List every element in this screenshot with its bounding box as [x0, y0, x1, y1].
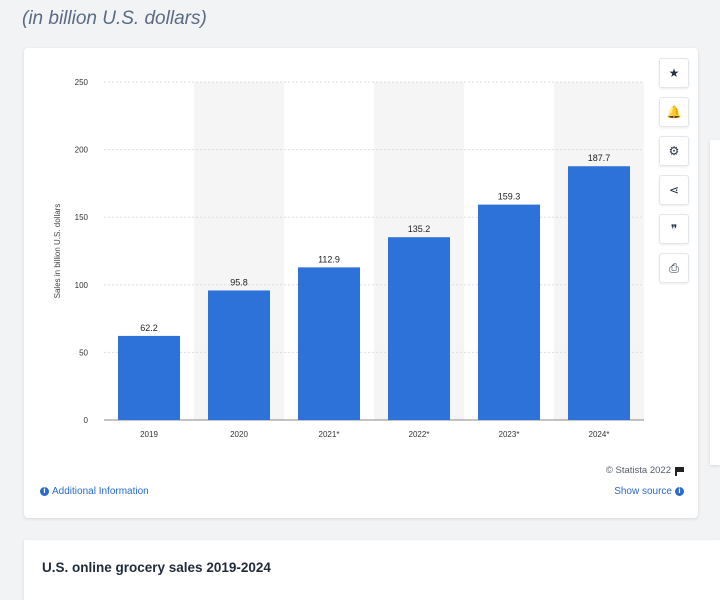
- favorite-button[interactable]: ★: [659, 58, 689, 88]
- y-tick-label: 100: [75, 281, 89, 290]
- bar-chart: 0 50 100 150 200 250 Sales in billion U.S. dol…: [53, 78, 644, 439]
- additional-info-label: Additional Information: [52, 486, 149, 497]
- bar: [568, 166, 630, 420]
- gear-button[interactable]: ⚙: [659, 136, 689, 166]
- bell-icon: 🔔: [666, 105, 682, 119]
- bar: [478, 204, 540, 420]
- chart-card: 0 50 100 150 200 250 Sales in billion U.S. dol…: [24, 48, 698, 518]
- quote-icon: ❞: [670, 222, 678, 236]
- data-label: 159.3: [498, 192, 521, 202]
- print-button[interactable]: ⎙: [659, 253, 689, 283]
- quote-button[interactable]: ❞: [659, 214, 689, 244]
- info-icon: i: [675, 487, 684, 496]
- data-label: 62.2: [140, 323, 158, 333]
- statista-credit: © Statista 2022: [606, 465, 684, 476]
- show-source-link[interactable]: Show source i: [614, 486, 684, 497]
- x-tick-label: 2023*: [499, 430, 520, 439]
- chart-subtitle: (in billion U.S. dollars): [22, 8, 207, 29]
- y-tick-label: 50: [79, 348, 88, 357]
- related-card[interactable]: U.S. online grocery sales 2019-2024: [24, 540, 720, 600]
- side-panel-edge: [710, 140, 720, 465]
- bell-button[interactable]: 🔔: [659, 97, 689, 127]
- print-icon: ⎙: [669, 260, 679, 275]
- x-tick-label: 2019: [140, 430, 158, 439]
- x-tick-label: 2021*: [319, 430, 340, 439]
- data-label: 135.2: [408, 224, 431, 234]
- y-axis-label: Sales in billion U.S. dollars: [53, 204, 62, 299]
- share-icon: ⋖: [668, 183, 680, 197]
- bar: [388, 237, 450, 420]
- data-label: 112.9: [318, 254, 340, 264]
- y-tick-label: 200: [75, 146, 89, 155]
- bar: [298, 267, 360, 420]
- related-title: U.S. online grocery sales 2019-2024: [42, 560, 271, 575]
- gear-icon: ⚙: [668, 144, 680, 158]
- data-label: 95.8: [230, 277, 248, 287]
- data-label: 187.7: [588, 153, 611, 163]
- bar: [118, 335, 180, 420]
- y-tick-label: 0: [84, 416, 89, 425]
- credit-text: © Statista 2022: [605, 465, 671, 476]
- y-tick-label: 150: [75, 213, 89, 222]
- x-tick-label: 2020: [230, 430, 248, 439]
- x-tick-label: 2024*: [589, 430, 610, 439]
- info-icon: i: [40, 487, 49, 496]
- show-source-label: Show source: [614, 486, 672, 497]
- y-tick-label: 250: [75, 78, 89, 87]
- additional-info-link[interactable]: i Additional Information: [40, 486, 149, 497]
- flag-icon: [675, 466, 684, 476]
- favorite-icon: ★: [668, 66, 680, 80]
- x-tick-label: 2022*: [409, 430, 430, 439]
- share-button[interactable]: ⋖: [659, 175, 689, 205]
- bar: [208, 290, 270, 420]
- chart-toolbar: ★ 🔔 ⚙ ⋖ ❞ ⎙: [659, 58, 689, 292]
